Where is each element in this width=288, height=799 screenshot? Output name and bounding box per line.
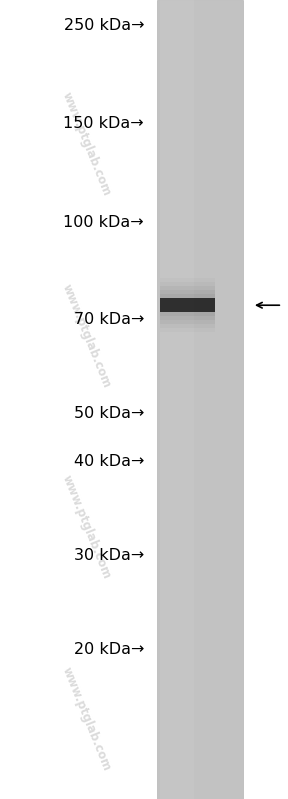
Text: 20 kDa→: 20 kDa→ [74, 642, 144, 657]
Text: 50 kDa→: 50 kDa→ [74, 406, 144, 420]
Text: www.ptglab.com: www.ptglab.com [60, 90, 113, 197]
Text: 250 kDa→: 250 kDa→ [63, 18, 144, 33]
Text: 100 kDa→: 100 kDa→ [63, 215, 144, 229]
Bar [160, 282, 215, 328]
Text: 30 kDa→: 30 kDa→ [74, 548, 144, 562]
Bar [160, 298, 215, 312]
Text: www.ptglab.com: www.ptglab.com [60, 474, 113, 581]
Text: www.ptglab.com: www.ptglab.com [60, 666, 113, 773]
Text: 40 kDa→: 40 kDa→ [74, 455, 144, 469]
Text: 70 kDa→: 70 kDa→ [74, 312, 144, 327]
Bar [160, 0, 194, 799]
Bar [157, 0, 243, 799]
Text: 150 kDa→: 150 kDa→ [63, 117, 144, 131]
Bar [160, 286, 215, 324]
Bar [160, 278, 215, 332]
Text: www.ptglab.com: www.ptglab.com [60, 282, 113, 389]
Bar [160, 290, 215, 320]
Bar [160, 294, 215, 316]
